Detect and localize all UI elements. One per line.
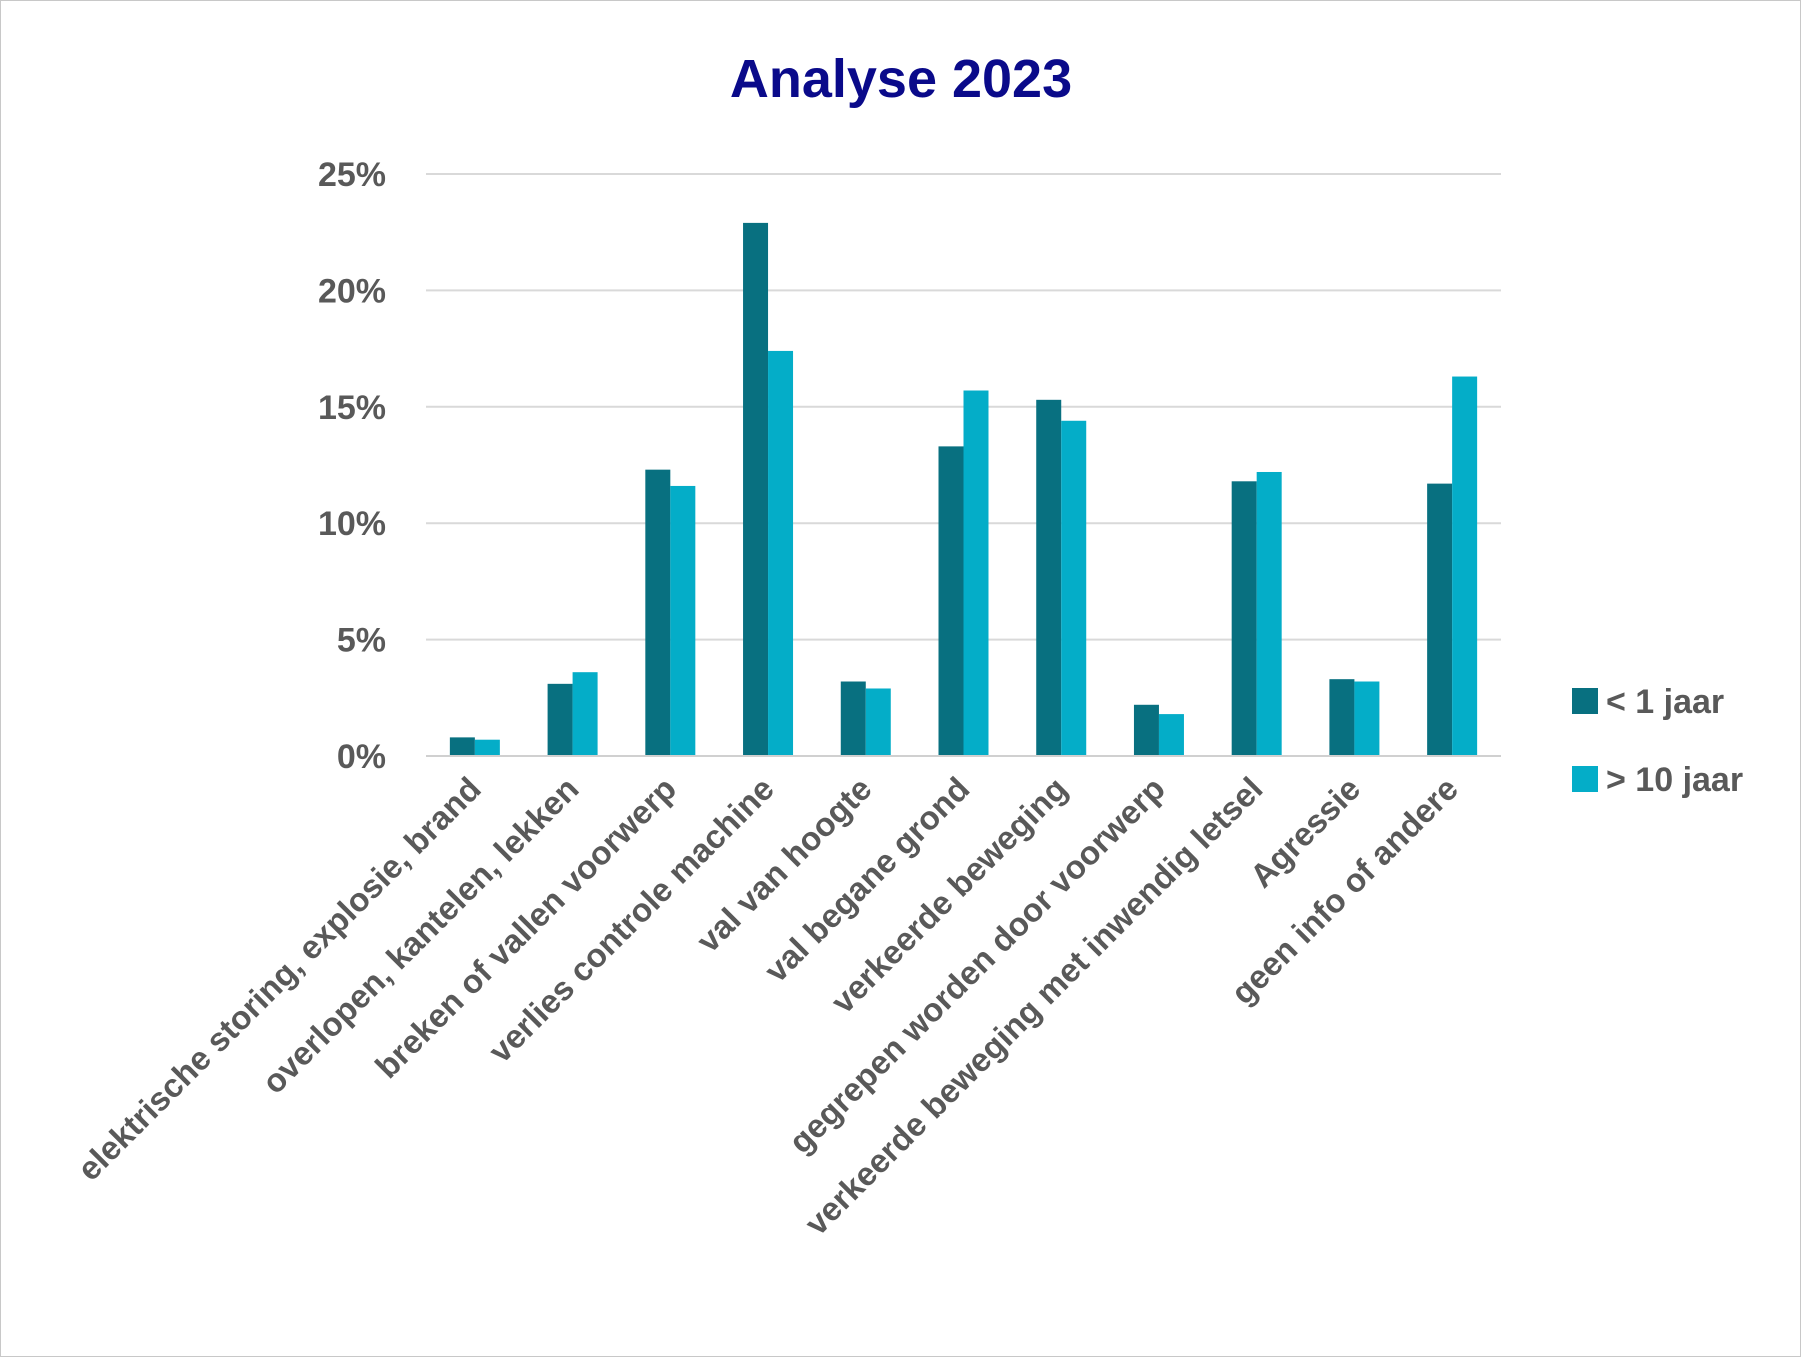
- bar-gt-10-jaar: [1354, 681, 1380, 756]
- x-category-label: elektrische storing, explosie, brand: [70, 770, 488, 1188]
- bar-gt-10-jaar: [1256, 471, 1282, 756]
- bar-gt-10-jaar: [670, 485, 696, 756]
- y-tick-label: 25%: [318, 156, 386, 194]
- bar-lt-1-jaar: [1231, 481, 1257, 756]
- bar-gt-10-jaar: [1061, 420, 1087, 756]
- bars: [449, 222, 1478, 756]
- legend-swatch: [1572, 766, 1598, 792]
- bar-gt-10-jaar: [572, 672, 598, 756]
- bar-lt-1-jaar: [743, 222, 769, 756]
- bar-gt-10-jaar: [768, 350, 794, 756]
- chart-title: Analyse 2023: [730, 49, 1072, 109]
- bar-lt-1-jaar: [449, 737, 475, 756]
- y-tick-label: 10%: [318, 505, 386, 543]
- legend-swatch: [1572, 688, 1598, 714]
- legend-label: < 1 jaar: [1606, 683, 1724, 721]
- x-category-label: val van hoogte: [689, 770, 879, 960]
- bar-lt-1-jaar: [1427, 483, 1453, 756]
- y-axis-tick-labels: 0% 5% 10% 15% 20% 25%: [318, 156, 386, 776]
- bar-lt-1-jaar: [645, 469, 671, 756]
- legend: < 1 jaar > 10 jaar: [1572, 683, 1743, 799]
- bar-lt-1-jaar: [1133, 704, 1159, 756]
- bar-gt-10-jaar: [1452, 376, 1478, 756]
- y-tick-label: 5%: [337, 622, 386, 660]
- y-tick-label: 0%: [337, 738, 386, 776]
- bar-gt-10-jaar: [1158, 714, 1184, 756]
- bar-lt-1-jaar: [1329, 679, 1355, 756]
- x-category-label: verkeerde beweging met inwendig letsel: [797, 770, 1269, 1242]
- bar-gt-10-jaar: [963, 390, 989, 756]
- y-tick-label: 15%: [318, 389, 386, 427]
- bar-lt-1-jaar: [840, 681, 866, 756]
- bar-gt-10-jaar: [474, 739, 500, 756]
- legend-label: > 10 jaar: [1606, 761, 1743, 799]
- bar-gt-10-jaar: [865, 688, 891, 756]
- x-axis-category-labels: elektrische storing, explosie, brandover…: [70, 770, 1465, 1242]
- y-tick-label: 20%: [318, 272, 386, 310]
- bar-lt-1-jaar: [1036, 399, 1062, 756]
- bar-lt-1-jaar: [547, 683, 573, 756]
- bar-lt-1-jaar: [938, 446, 964, 756]
